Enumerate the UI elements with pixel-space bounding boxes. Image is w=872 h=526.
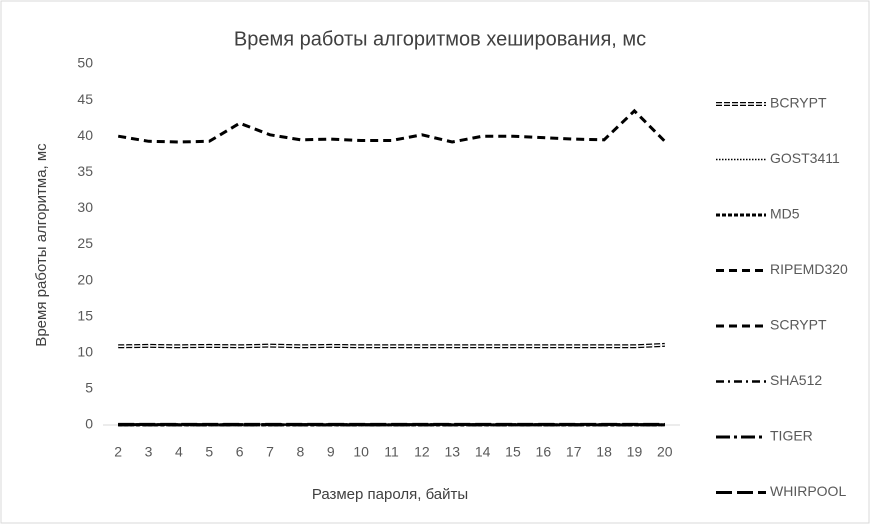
y-tick-label: 5 bbox=[85, 380, 93, 396]
x-tick-label: 2 bbox=[114, 444, 122, 460]
series-line-inner bbox=[118, 344, 665, 348]
y-axis-title: Время работы алгоритма, мс bbox=[33, 143, 50, 347]
x-tick-label: 5 bbox=[205, 444, 213, 460]
x-tick-label: 17 bbox=[566, 444, 582, 460]
y-tick-label: 0 bbox=[85, 416, 93, 432]
x-tick-label: 6 bbox=[236, 444, 244, 460]
x-axis-title: Размер пароля, байты bbox=[312, 486, 468, 503]
x-tick-label: 15 bbox=[505, 444, 521, 460]
y-tick-label: 50 bbox=[77, 55, 93, 71]
y-tick-label: 10 bbox=[77, 344, 93, 360]
x-tick-label: 10 bbox=[353, 444, 369, 460]
x-tick-label: 3 bbox=[145, 444, 153, 460]
y-tick-label: 30 bbox=[77, 199, 93, 215]
legend-label: BCRYPT bbox=[770, 95, 827, 111]
x-tick-label: 19 bbox=[627, 444, 643, 460]
y-tick-label: 35 bbox=[77, 163, 93, 179]
legend-label: RIPEMD320 bbox=[770, 261, 848, 277]
x-tick-label: 18 bbox=[596, 444, 612, 460]
x-tick-label: 13 bbox=[444, 444, 460, 460]
x-tick-label: 7 bbox=[266, 444, 274, 460]
x-tick-label: 20 bbox=[657, 444, 673, 460]
legend-label: MD5 bbox=[770, 206, 800, 222]
legend-label: WHIRPOOL bbox=[770, 483, 846, 499]
x-tick-label: 16 bbox=[536, 444, 552, 460]
legend-label: SCRYPT bbox=[770, 317, 827, 333]
y-tick-label: 25 bbox=[77, 235, 93, 251]
x-tick-label: 11 bbox=[384, 444, 399, 460]
legend-label: GOST3411 bbox=[770, 150, 840, 166]
x-tick-label: 12 bbox=[414, 444, 430, 460]
x-tick-label: 8 bbox=[296, 444, 304, 460]
legend-label: SHA512 bbox=[770, 372, 822, 388]
series-line bbox=[117, 108, 666, 144]
chart-title: Время работы алгоритмов хеширования, мс bbox=[234, 28, 646, 50]
legend-label: TIGER bbox=[770, 428, 813, 444]
y-tick-label: 40 bbox=[77, 127, 93, 143]
y-tick-label: 15 bbox=[77, 307, 93, 323]
x-tick-label: 9 bbox=[327, 444, 335, 460]
x-tick-label: 14 bbox=[475, 444, 491, 460]
x-tick-label: 4 bbox=[175, 444, 183, 460]
y-tick-label: 45 bbox=[77, 91, 93, 107]
y-tick-label: 20 bbox=[77, 271, 93, 287]
